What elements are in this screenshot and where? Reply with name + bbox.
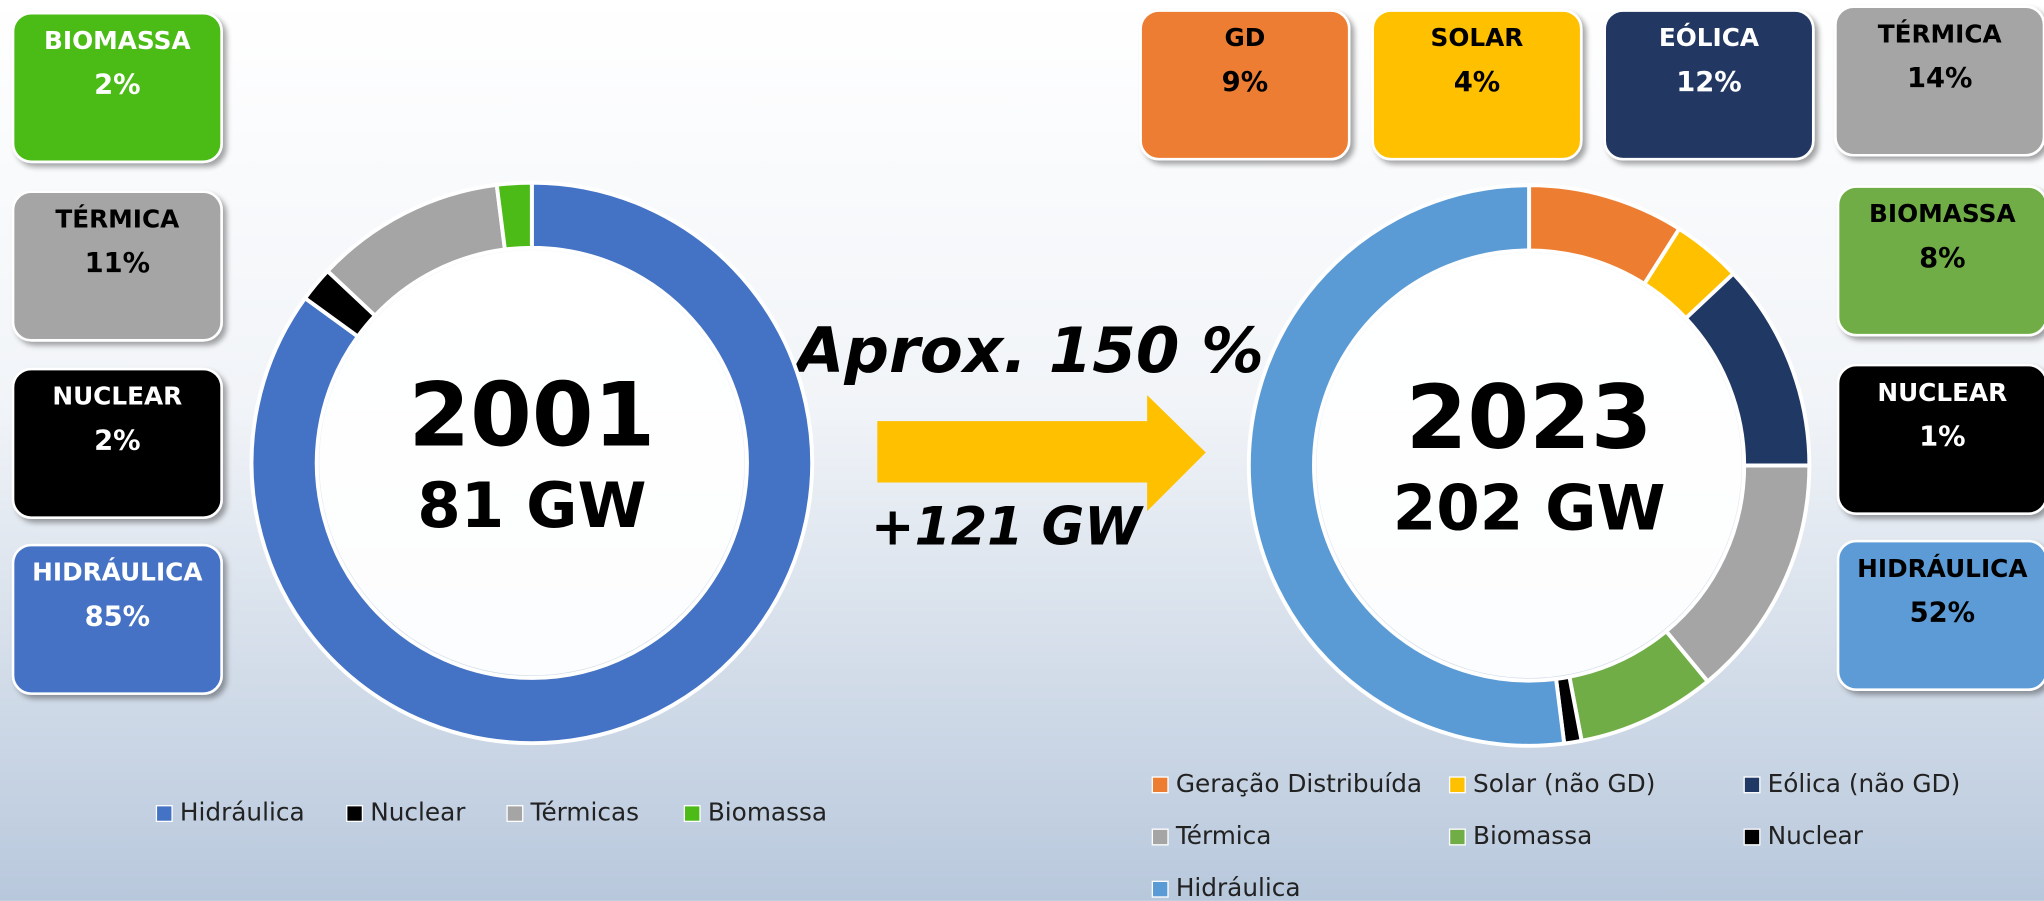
donut-segment [497,183,532,250]
annotation: +121 GW [871,498,1144,558]
chart: Aprox. 150 % +121 GW HIDRÁULICA 85% Hidráu… [0,0,2044,901]
legend-label: Geração Distribuída [1176,769,1422,798]
center-subtitle: 202 GW [1393,472,1666,545]
legend-label: Térmicas [530,798,640,827]
callout-label: BIOMASSA [1869,199,2016,228]
center-subtitle: 81 GW [417,469,646,542]
legend-swatch [1450,829,1466,845]
callout-label: EÓLICA [1659,22,1760,52]
legend-label: Eólica (não GD) [1768,769,1961,798]
callout-value: 52% [1910,598,1976,629]
callout-value: 11% [85,248,151,279]
legend-swatch [1450,777,1466,793]
legend-swatch [1152,881,1168,897]
legend-swatch [1744,829,1760,845]
legend-swatch [347,806,363,822]
legend-swatch [684,806,700,822]
legend-swatch [1744,777,1760,793]
annotation: Aprox. 150 % [791,314,1264,387]
callout-label: NUCLEAR [52,382,182,411]
legend-label: Térmica [1175,821,1272,850]
callout-value: 2% [94,70,140,101]
page: Aprox. 150 % +121 GW HIDRÁULICA 85% Hidráu… [0,0,2044,901]
legend-label: Nuclear [370,798,466,827]
legend-label: Solar (não GD) [1473,769,1655,798]
callout-value: 8% [1919,243,1965,274]
callout-label: BIOMASSA [44,26,191,55]
legend-swatch [1152,777,1168,793]
legend-label: Biomassa [1473,821,1592,850]
legend-label: Nuclear [1768,821,1864,850]
callout-label: HIDRÁULICA [32,558,203,587]
callout-value: 12% [1676,67,1742,98]
callout-value: 85% [85,602,151,633]
legend-swatch [156,806,172,822]
callout-value: 2% [94,426,140,457]
legend-label: Hidráulica [1176,873,1301,901]
legend-label: Biomassa [708,798,827,827]
center-title: 2001 [409,364,656,467]
callout-label: TÉRMICA [1878,19,2003,48]
legend-swatch [507,806,523,822]
callout-label: HIDRÁULICA [1857,554,2028,583]
legend-swatch [1152,829,1168,845]
callout-value: 9% [1222,67,1268,98]
callout-value: 4% [1454,67,1500,98]
legend-label: Hidráulica [180,798,305,827]
callout-value: 14% [1907,63,1973,94]
center-title: 2023 [1406,366,1653,469]
callout-value: 1% [1919,422,1965,453]
callout-label: SOLAR [1431,23,1524,52]
callout-label: GD [1224,23,1265,52]
callout-label: NUCLEAR [1877,378,2007,407]
callout-label: TÉRMICA [55,204,180,233]
